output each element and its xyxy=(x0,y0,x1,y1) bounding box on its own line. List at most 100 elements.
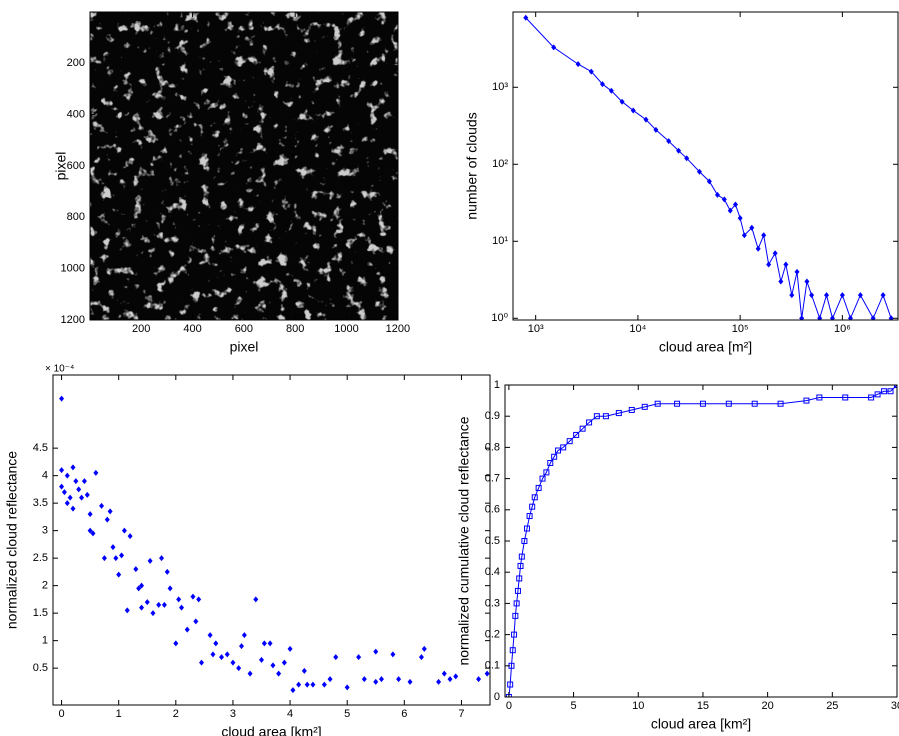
data-point xyxy=(161,601,167,608)
data-point xyxy=(270,662,276,669)
y-tick-label: 1000 xyxy=(61,262,85,274)
x-tick-label: 30 xyxy=(891,700,899,712)
y-tick-label: 4.5 xyxy=(33,442,48,454)
data-point xyxy=(239,643,245,650)
data-point xyxy=(159,555,165,562)
data-point xyxy=(676,147,682,154)
x-tick-label: 1200 xyxy=(386,323,410,335)
data-point xyxy=(147,557,153,564)
data-point xyxy=(551,453,558,460)
data-point xyxy=(575,61,581,68)
data-point xyxy=(101,555,107,562)
data-point xyxy=(641,403,648,410)
data-point xyxy=(654,400,661,407)
data-point xyxy=(139,604,145,611)
y-tick-label: 10¹ xyxy=(492,235,508,247)
data-point xyxy=(116,571,122,578)
data-point xyxy=(706,178,712,185)
x-tick-label: 10³ xyxy=(528,323,544,335)
data-point xyxy=(124,607,130,614)
data-point xyxy=(287,645,293,652)
x-axis-label: cloud area [km²] xyxy=(651,716,751,732)
data-point xyxy=(267,640,273,647)
data-point xyxy=(193,618,199,625)
data-point xyxy=(619,98,625,105)
data-point xyxy=(783,261,789,268)
data-point xyxy=(373,678,379,685)
data-point xyxy=(789,292,795,299)
y-tick-label: 0.4 xyxy=(485,566,500,578)
x-tick-label: 0 xyxy=(506,700,512,712)
data-point xyxy=(344,684,350,691)
x-tick-label: 0 xyxy=(59,708,65,720)
x-tick-label: 6 xyxy=(401,708,407,720)
data-point xyxy=(296,681,302,688)
x-tick-label: 7 xyxy=(458,708,464,720)
data-point xyxy=(551,44,557,51)
data-point xyxy=(842,394,849,401)
data-point xyxy=(70,464,76,471)
data-point xyxy=(199,659,205,666)
data-point xyxy=(119,552,125,559)
data-point xyxy=(555,447,562,454)
data-point xyxy=(261,640,267,647)
data-point xyxy=(573,431,580,438)
data-point xyxy=(887,388,894,395)
y-tick-label: 10⁰ xyxy=(491,312,508,324)
data-point xyxy=(121,527,127,534)
data-point xyxy=(588,68,594,75)
data-point xyxy=(630,107,636,114)
data-point xyxy=(751,400,758,407)
data-point xyxy=(207,632,213,639)
data-point xyxy=(511,631,518,638)
data-point xyxy=(321,681,327,688)
x-tick-label: 2 xyxy=(173,708,179,720)
x-tick-label: 3 xyxy=(230,708,236,720)
data-point xyxy=(173,640,179,647)
data-point xyxy=(167,585,173,592)
data-point xyxy=(586,419,593,426)
data-point xyxy=(725,400,732,407)
y-axis-label: normalized cloud reflectance xyxy=(4,451,20,629)
data-point xyxy=(210,651,216,658)
x-tick-label: 10⁵ xyxy=(732,323,749,335)
data-point xyxy=(176,596,182,603)
data-point xyxy=(817,315,823,320)
data-point xyxy=(824,292,830,299)
data-point xyxy=(761,232,767,239)
y-tick-label: 0 xyxy=(494,691,500,703)
data-point xyxy=(259,656,265,663)
data-point xyxy=(484,670,490,677)
data-point xyxy=(608,87,614,94)
data-point xyxy=(521,538,528,544)
y-tick-label: 10³ xyxy=(492,81,508,93)
data-point xyxy=(179,604,185,611)
data-point xyxy=(829,315,835,320)
x-tick-label: 5 xyxy=(571,700,577,712)
data-point xyxy=(593,413,600,420)
data-point xyxy=(90,530,96,537)
data-point xyxy=(699,400,706,407)
data-point xyxy=(529,503,536,510)
data-point xyxy=(144,599,150,606)
data-point xyxy=(847,315,853,320)
y-tick-label: 1 xyxy=(42,635,48,647)
data-point xyxy=(79,494,85,501)
data-point xyxy=(390,651,396,658)
data-point xyxy=(59,483,65,490)
data-point xyxy=(643,116,649,123)
data-point xyxy=(684,155,690,162)
data-point xyxy=(164,568,170,575)
data-point xyxy=(99,502,105,509)
x-tick-label: 1 xyxy=(116,708,122,720)
x-tick-label: 5 xyxy=(344,708,350,720)
data-point xyxy=(67,494,73,501)
data-point xyxy=(241,632,247,639)
data-line xyxy=(525,17,892,320)
data-point xyxy=(839,292,845,299)
data-point xyxy=(64,500,70,507)
data-point xyxy=(772,250,778,257)
data-point xyxy=(799,315,805,320)
y-tick-label: 1200 xyxy=(61,314,85,326)
x-tick-label: 25 xyxy=(826,700,838,712)
